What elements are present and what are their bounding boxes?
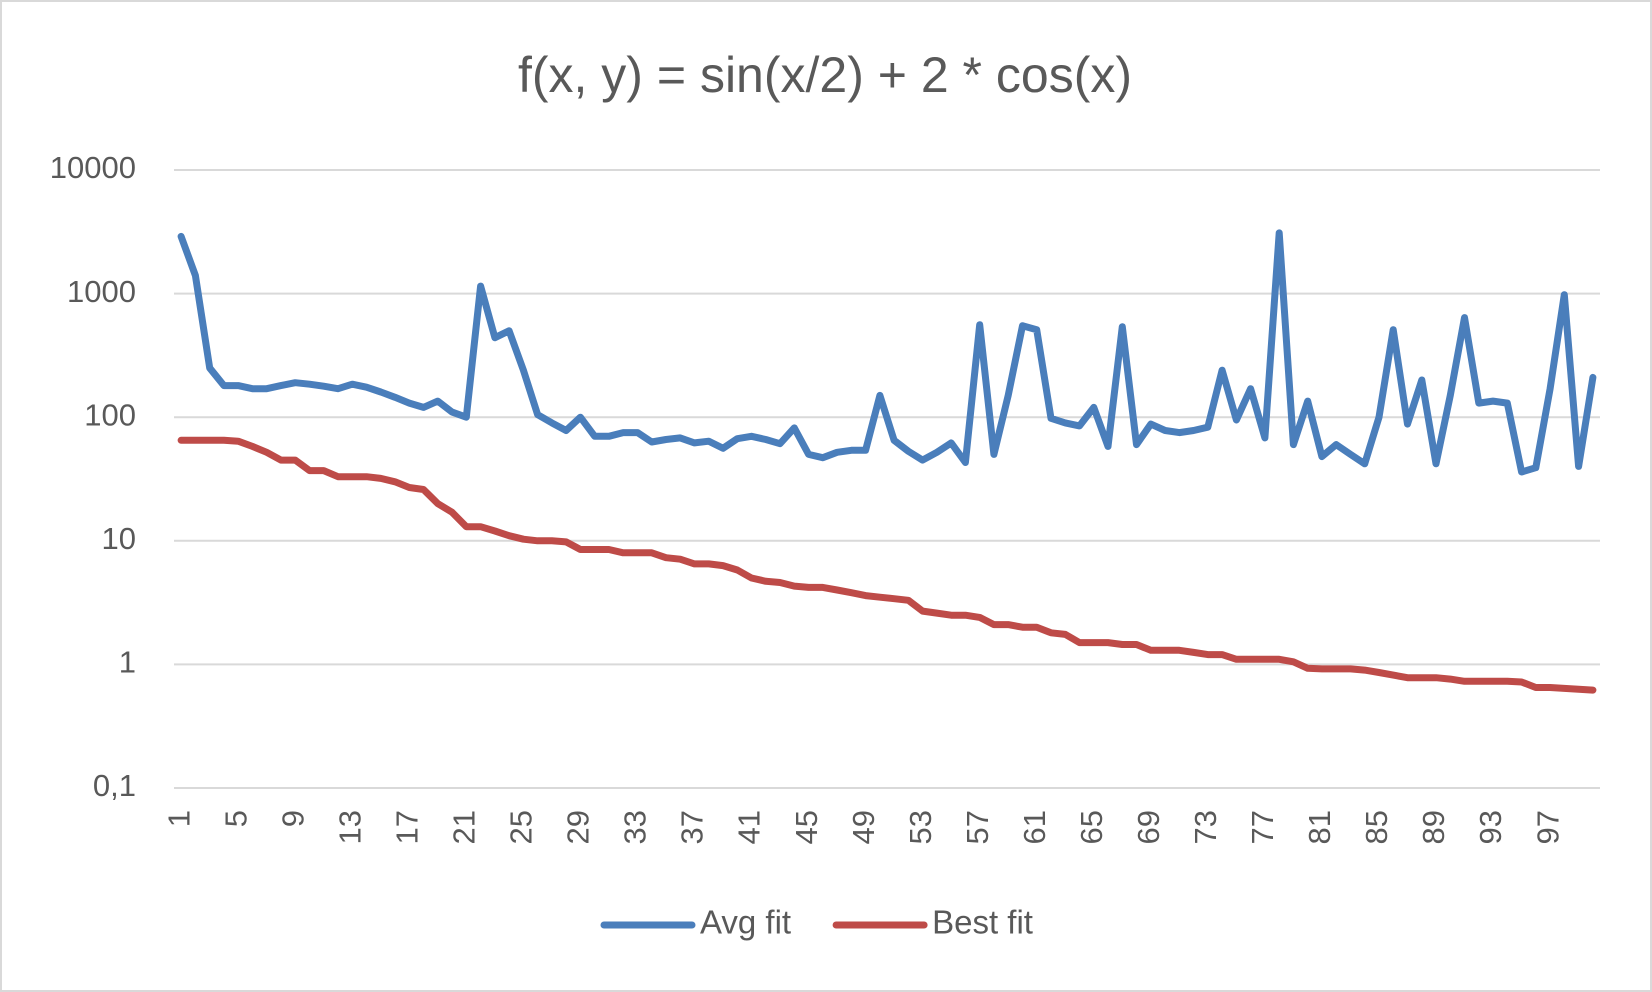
y-tick-label: 10 <box>102 521 136 556</box>
x-tick-label: 37 <box>675 810 710 844</box>
x-tick-label: 69 <box>1131 810 1166 844</box>
x-tick-label: 17 <box>389 810 424 844</box>
x-tick-label: 65 <box>1074 810 1109 844</box>
x-tick-label: 25 <box>504 810 539 844</box>
x-tick-label: 1 <box>161 810 196 827</box>
x-tick-label: 81 <box>1302 810 1337 844</box>
x-tick-label: 61 <box>1017 810 1052 844</box>
chart-title: f(x, y) = sin(x/2) + 2 * cos(x) <box>518 47 1132 103</box>
y-tick-label: 0,1 <box>93 768 136 803</box>
data-line <box>177 436 1597 694</box>
x-tick-label: 5 <box>218 810 253 827</box>
x-tick-label: 85 <box>1359 810 1394 844</box>
data-line <box>177 229 1597 476</box>
x-tick-label: 97 <box>1530 810 1565 844</box>
x-tick-label: 73 <box>1188 810 1223 844</box>
y-tick-label: 1 <box>119 645 136 680</box>
x-tick-label: 13 <box>332 810 367 844</box>
legend-label: Best fit <box>932 904 1033 941</box>
x-tick-label: 77 <box>1245 810 1280 844</box>
legend-label: Avg fit <box>700 904 791 941</box>
x-tick-label: 57 <box>960 810 995 844</box>
x-tick-label: 33 <box>618 810 653 844</box>
x-tick-label: 93 <box>1473 810 1508 844</box>
x-tick-label: 21 <box>447 810 482 844</box>
x-tick-label: 41 <box>732 810 767 844</box>
x-tick-label: 49 <box>846 810 881 844</box>
y-tick-label: 1000 <box>67 274 136 309</box>
x-tick-label: 89 <box>1416 810 1451 844</box>
x-tick-label: 29 <box>561 810 596 844</box>
y-tick-label: 100 <box>84 397 136 432</box>
y-tick-label: 10000 <box>50 150 136 185</box>
x-tick-label: 45 <box>789 810 824 844</box>
x-tick-label: 9 <box>275 810 310 827</box>
x-tick-label: 53 <box>903 810 938 844</box>
